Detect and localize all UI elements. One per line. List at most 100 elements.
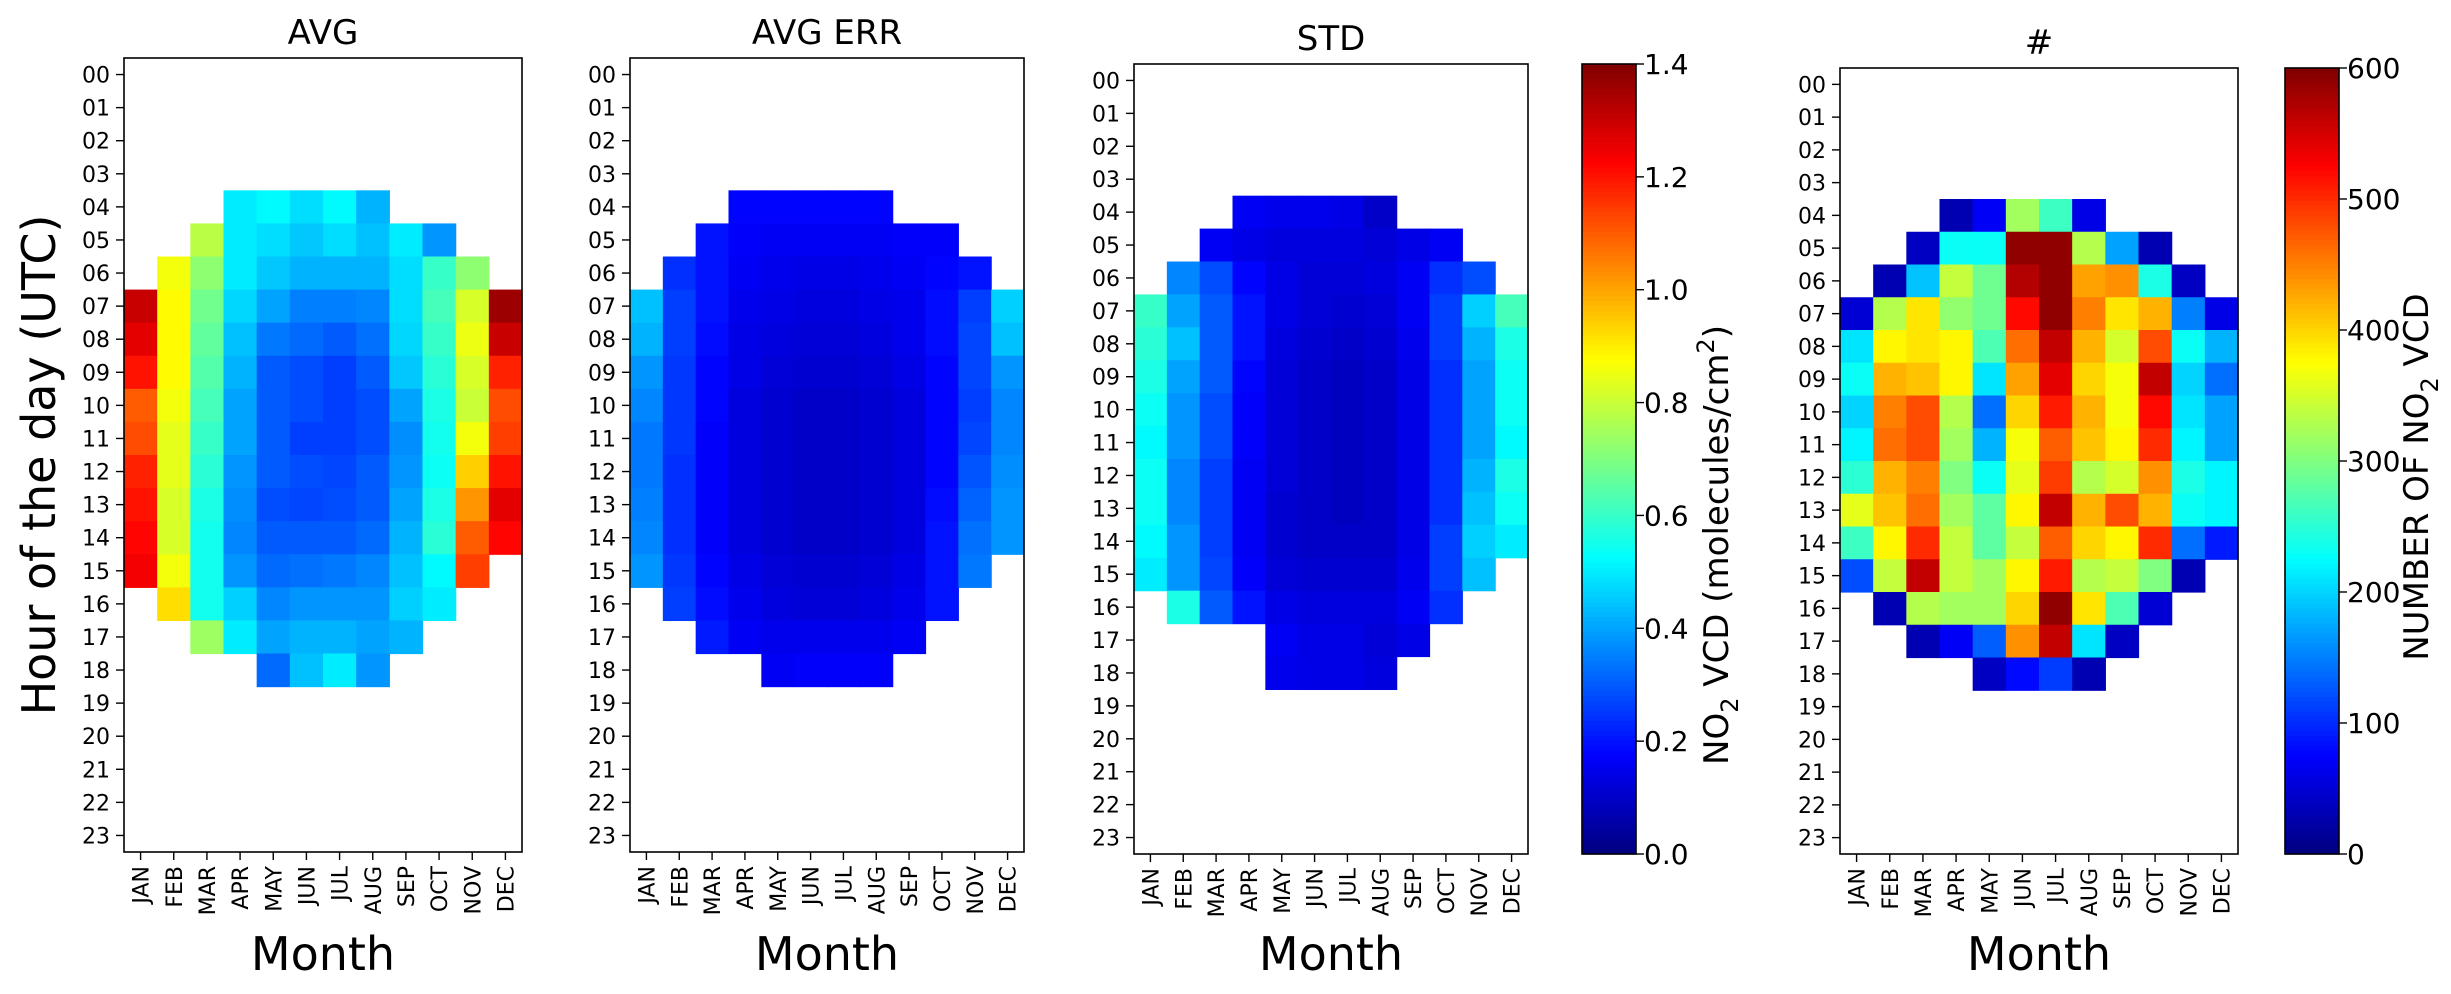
heatmap-cell (630, 421, 664, 456)
heatmap-cell (2005, 264, 2040, 298)
x-axis-label: Month (755, 927, 899, 981)
heatmap-cell (925, 322, 959, 357)
heatmap-cell (1906, 428, 1941, 462)
colorbar-segment (2285, 141, 2339, 148)
heatmap-cell (630, 554, 664, 588)
heatmap-cell (630, 455, 664, 489)
colorbar-segment (2285, 809, 2339, 816)
y-tick-label: 12 (1092, 464, 1120, 489)
colorbar-segment (1582, 147, 1636, 154)
heatmap-cell (455, 355, 490, 390)
heatmap-cell (1906, 395, 1941, 429)
heatmap-cell (356, 653, 390, 688)
heatmap-cell (1199, 294, 1234, 328)
heatmap-cell (190, 322, 225, 357)
heatmap-cell (1265, 557, 1299, 592)
heatmap-cell (1906, 330, 1941, 364)
colorbar-segment (1582, 740, 1636, 746)
colorbar-segment (1582, 775, 1636, 781)
heatmap-cell (1331, 459, 1365, 493)
colorbar-segment (1582, 207, 1636, 213)
colorbar-segment (1582, 73, 1636, 80)
heatmap-cell (422, 521, 457, 555)
colorbar-segment (2285, 696, 2339, 703)
colorbar-segment (2285, 308, 2339, 315)
heatmap-cell (223, 322, 258, 357)
heatmap-cell (1331, 557, 1365, 592)
heatmap-cell (1265, 360, 1299, 394)
colorbar-segment (2285, 795, 2339, 801)
heatmap-cell (256, 455, 291, 489)
heatmap-cell (695, 223, 730, 258)
heatmap-cell (1298, 524, 1332, 559)
heatmap-cell (323, 620, 357, 655)
colorbar-segment (1582, 784, 1636, 791)
y-tick-label: 20 (82, 725, 110, 750)
colorbar-segment (2285, 298, 2339, 305)
colorbar-segment (2285, 200, 2339, 207)
colorbar-segment (1582, 64, 1636, 70)
x-tick-label: DEC (494, 866, 519, 912)
y-tick-label: 15 (82, 560, 110, 585)
heatmap-cell (2072, 264, 2106, 298)
colorbar-segment (1582, 380, 1636, 386)
heatmap-cell (662, 521, 697, 555)
colorbar-segment (1582, 138, 1636, 144)
colorbar-segment (2285, 623, 2339, 629)
heatmap-cell (422, 322, 457, 357)
heatmap-cell (422, 587, 457, 622)
colorbar-segment (1582, 325, 1636, 332)
heatmap-cell (859, 421, 894, 456)
heatmap-cell (1495, 294, 1529, 328)
heatmap-cell (1972, 231, 2007, 266)
heatmap-cell (190, 421, 225, 456)
heatmap-cell (892, 521, 927, 555)
heatmap-cell (827, 256, 861, 291)
heatmap-cell (2105, 559, 2140, 593)
x-tick-label: FEB (668, 866, 693, 908)
colorbar-segment (1582, 577, 1636, 584)
y-tick-label: 08 (82, 328, 110, 353)
heatmap-cell (1840, 461, 1874, 495)
heatmap-cell (2138, 297, 2173, 331)
colorbar-segment (2285, 392, 2339, 398)
heatmap-cell (728, 289, 762, 324)
colorbar-segment (2285, 711, 2339, 718)
heatmap-cell (827, 289, 861, 324)
x-tick-label: JUN (800, 866, 825, 907)
colorbar-segment (1582, 88, 1636, 95)
heatmap-cell (728, 355, 762, 390)
y-tick-label: 19 (588, 692, 616, 717)
colorbar-tick-label: 1.0 (1644, 274, 1689, 307)
heatmap-cell (892, 223, 927, 258)
heatmap-cell (794, 521, 828, 555)
x-tick-label: JUN (2011, 868, 2036, 909)
colorbar-segment (1582, 478, 1636, 485)
colorbar-segment (1582, 533, 1636, 539)
y-tick-label: 06 (82, 262, 110, 287)
colorbar-tick-label: 1.4 (1644, 48, 1689, 81)
heatmap-cell (892, 488, 927, 522)
y-tick-label: 10 (1798, 401, 1826, 426)
heatmap-cell (289, 388, 324, 423)
x-tick-label: AUG (865, 866, 890, 914)
colorbar-segment (2285, 642, 2339, 649)
colorbar-segment (2285, 117, 2339, 123)
heatmap-cell (2005, 461, 2040, 495)
colorbar-tick-label: 300 (2347, 445, 2400, 478)
x-tick-label: NOV (964, 866, 989, 914)
heatmap-cell (1429, 360, 1463, 394)
x-tick-label: JUN (295, 866, 320, 907)
heatmap-cell (662, 355, 697, 390)
heatmap-cell (1972, 330, 2007, 364)
colorbar-segment (2285, 677, 2339, 683)
x-axis-label: Month (1967, 927, 2111, 981)
heatmap-cell (157, 322, 191, 357)
colorbar-segment (2285, 657, 2339, 664)
colorbar-segment (1582, 197, 1636, 203)
colorbar-segment (1582, 246, 1636, 253)
heatmap-cell (1363, 195, 1398, 230)
heatmap-cell (859, 455, 894, 489)
heatmap-cell (488, 355, 523, 390)
heatmap-cell (1396, 524, 1431, 559)
